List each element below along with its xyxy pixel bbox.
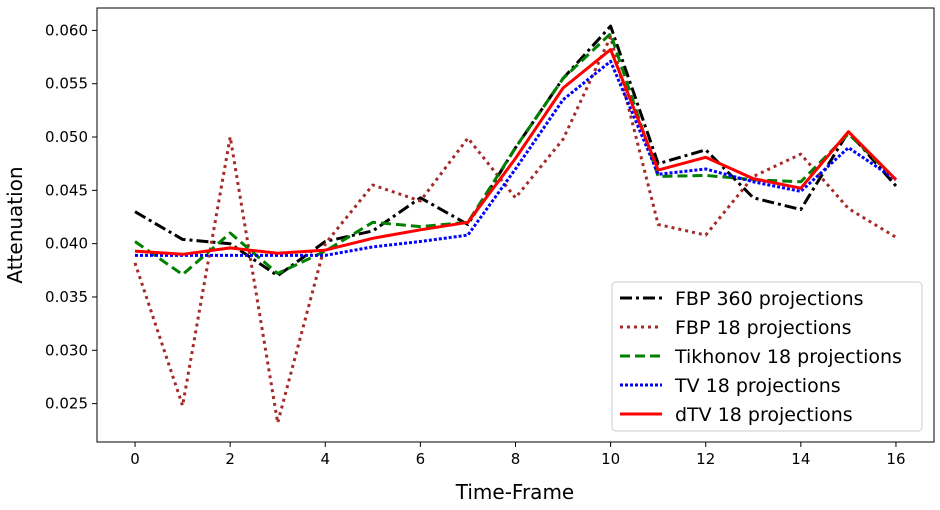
- y-tick-label: 0.030: [45, 341, 88, 359]
- x-tick-label: 10: [601, 450, 620, 468]
- series-line-2: [133, 35, 897, 425]
- legend-label-4: TV 18 projections: [674, 375, 841, 397]
- y-axis-label: Attenuation: [3, 166, 27, 283]
- x-tick-label: 4: [320, 450, 330, 468]
- series-layer: [133, 24, 898, 425]
- legend: FBP 360 projections FBP 18 projections Tik…: [611, 281, 923, 432]
- y-tick-label: 0.060: [45, 21, 88, 39]
- x-tick-label: 12: [696, 450, 715, 468]
- y-tick-label: 0.055: [45, 75, 88, 93]
- legend-label-2: FBP 18 projections: [675, 317, 851, 339]
- legend-entries: FBP 360 projections FBP 18 projections Tik…: [620, 288, 902, 426]
- series-line-3: [134, 32, 898, 277]
- x-tick-label: 8: [511, 450, 521, 468]
- x-tick-label: 14: [791, 450, 810, 468]
- x-tick-label: 6: [416, 450, 426, 468]
- y-tick-label: 0.040: [45, 235, 88, 253]
- x-tick-label: 2: [225, 450, 235, 468]
- x-tick-label: 16: [886, 450, 905, 468]
- y-tick-label: 0.045: [45, 181, 88, 199]
- y-tick-label: 0.035: [45, 288, 88, 306]
- series-line-5: [134, 48, 898, 256]
- x-axis-label: Time-Frame: [455, 480, 574, 504]
- x-tick-label: 0: [130, 450, 140, 468]
- y-tick-label: 0.050: [45, 128, 88, 146]
- series-line-1: [134, 24, 898, 278]
- legend-box: [611, 281, 923, 432]
- legend-label-5: dTV 18 projections: [675, 404, 853, 426]
- series-line-4: [135, 59, 897, 257]
- y-tick-label: 0.025: [45, 395, 88, 413]
- legend-label-1: FBP 360 projections: [675, 288, 864, 310]
- legend-label-3: Tikhonov 18 projections: [674, 346, 902, 368]
- ticks-layer: 0 2 4 6 8 10 12 14 16 0.025 0.030 0.035 0.040 0.045 0.…: [45, 21, 905, 468]
